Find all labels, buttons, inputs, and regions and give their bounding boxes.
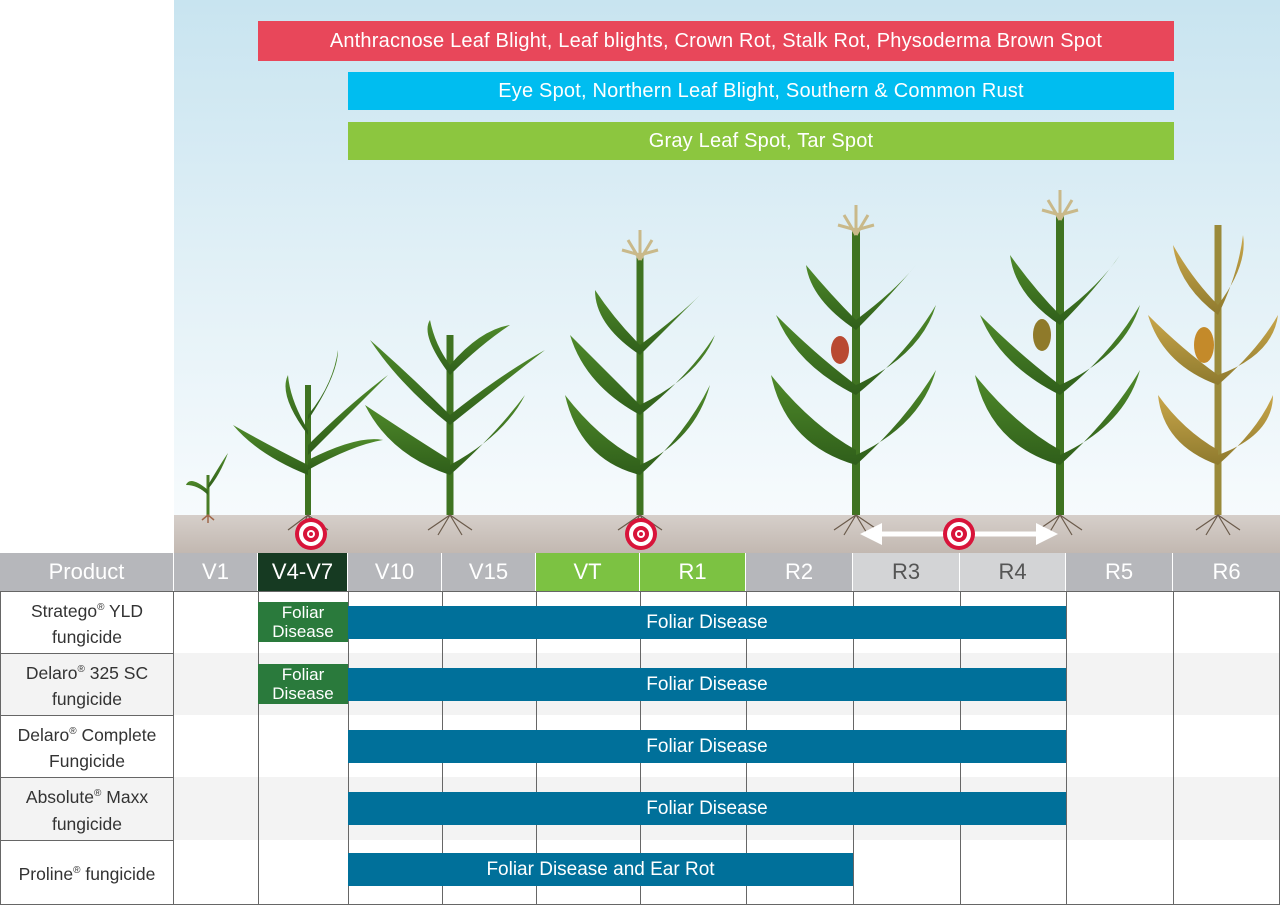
corn-plant-icon — [771, 205, 936, 536]
product-delaro-325-sc: Delaro® 325 SC fungicide — [25, 662, 149, 710]
corn-plant-icon — [1148, 225, 1278, 536]
stage-v4-v7: V4-V7 — [258, 553, 348, 591]
corn-plant-icon — [365, 320, 545, 536]
stage-r2: R2 — [746, 553, 853, 591]
stage-v15: V15 — [442, 553, 536, 591]
application-window-bar: Foliar Disease — [348, 730, 1066, 763]
corn-plant-icon — [186, 453, 228, 523]
stage-r3: R3 — [853, 553, 960, 591]
product-delaro-complete: Delaro® Complete Fungicide — [17, 724, 157, 772]
early-window-bar: Foliar Disease — [258, 664, 348, 704]
product-stratego-yld: Stratego® YLD fungicide — [30, 600, 144, 648]
disease-band-blue: Eye Spot, Northern Leaf Blight, Southern… — [348, 72, 1174, 110]
product-header: Product — [0, 553, 174, 591]
application-window-bar: Foliar Disease and Ear Rot — [348, 853, 853, 886]
stage-r1: R1 — [640, 553, 746, 591]
corn-growth-illustration — [186, 190, 1278, 536]
product-proline: Proline® fungicide — [18, 863, 156, 884]
soil-strip — [174, 515, 1280, 553]
disease-band-red: Anthracnose Leaf Blight, Leaf blights, C… — [258, 21, 1174, 61]
application-window-bar: Foliar Disease — [348, 606, 1066, 639]
application-window-bar: Foliar Disease — [348, 792, 1066, 825]
disease-band-green: Gray Leaf Spot, Tar Spot — [348, 122, 1174, 160]
stage-r5: R5 — [1066, 553, 1173, 591]
corn-plant-icon — [233, 350, 388, 536]
stage-v1: V1 — [174, 553, 258, 591]
target-icon — [295, 518, 327, 550]
stage-v10: V10 — [348, 553, 442, 591]
corn-plant-icon — [975, 190, 1140, 536]
target-icon — [625, 518, 657, 550]
stage-vt: VT — [536, 553, 640, 591]
stage-r6: R6 — [1173, 553, 1280, 591]
product-absolute-maxx: Absolute® Maxx fungicide — [25, 786, 149, 834]
target-icon — [943, 518, 975, 550]
stage-r4: R4 — [960, 553, 1066, 591]
corn-plant-icon — [565, 230, 715, 536]
early-window-bar: Foliar Disease — [258, 602, 348, 642]
application-window-bar: Foliar Disease — [348, 668, 1066, 701]
